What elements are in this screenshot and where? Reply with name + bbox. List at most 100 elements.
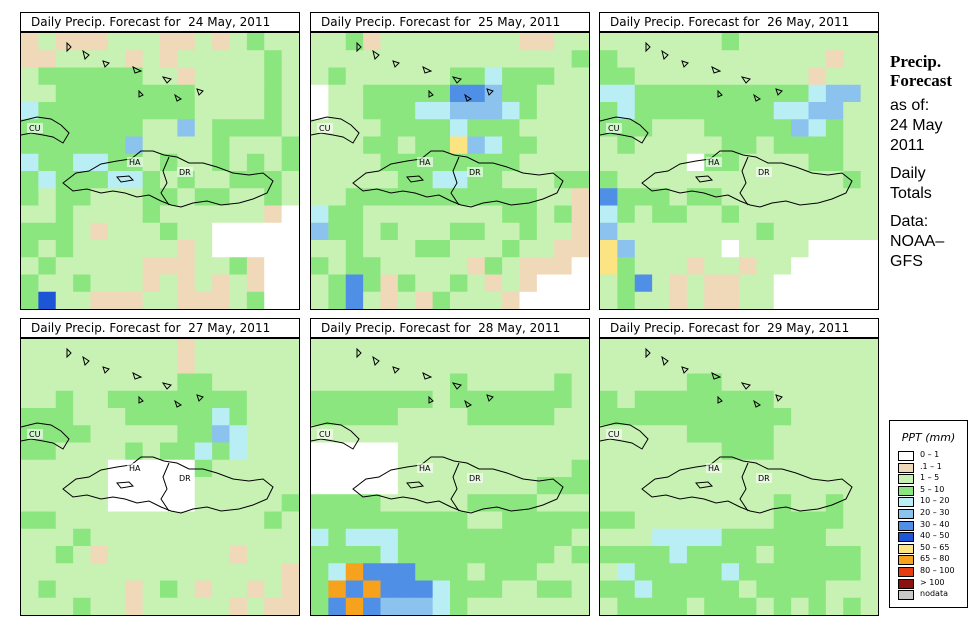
bahamas-island <box>717 89 723 98</box>
precip-cell <box>107 597 126 615</box>
precip-cell <box>142 546 161 564</box>
precip-cell <box>160 546 178 564</box>
precip-cell <box>843 240 862 258</box>
precip-cell <box>328 291 347 309</box>
precip-cell <box>536 339 555 357</box>
precip-cell <box>363 171 382 189</box>
precip-cell <box>38 188 57 207</box>
precip-cell <box>600 188 618 207</box>
precip-cell <box>467 50 486 69</box>
precip-cell <box>652 274 671 293</box>
precip-cell <box>843 119 862 138</box>
precip-cell <box>502 425 521 444</box>
precip-cell <box>73 597 92 615</box>
precip-cell <box>843 153 862 172</box>
precip-cell <box>536 222 555 241</box>
precip-cell <box>704 390 723 409</box>
precip-cell <box>825 356 844 375</box>
precip-cell <box>328 373 347 392</box>
precip-cell <box>38 580 57 599</box>
precip-cell <box>311 222 329 241</box>
precip-cell <box>281 528 299 547</box>
precip-cell <box>721 408 740 426</box>
precip-cell <box>73 33 92 51</box>
precip-cell <box>229 546 248 564</box>
precip-cell <box>177 240 196 258</box>
precip-cell <box>38 222 57 241</box>
country-label-ha: HA <box>706 157 722 167</box>
precip-cell <box>380 425 399 444</box>
precip-cell <box>281 339 299 357</box>
precip-cell <box>363 390 382 409</box>
precip-cell <box>90 257 109 276</box>
precip-cell <box>194 580 213 599</box>
precip-cell <box>773 50 792 69</box>
precip-cell <box>212 408 231 426</box>
precip-cell <box>380 84 399 103</box>
precip-cell <box>571 205 589 224</box>
precip-cell <box>160 563 178 582</box>
precip-cell <box>669 67 688 86</box>
precip-cell <box>160 511 178 530</box>
precip-cell <box>177 188 196 207</box>
precip-cell <box>160 442 178 461</box>
precip-cell <box>536 119 555 138</box>
precip-cell <box>843 33 862 51</box>
precip-cell <box>246 459 265 478</box>
precip-cell <box>554 563 573 582</box>
precip-cell <box>264 494 283 513</box>
precip-cell <box>825 373 844 392</box>
precip-cell <box>843 528 862 547</box>
precip-cell <box>739 356 757 375</box>
precip-cell <box>363 459 382 478</box>
precip-cell <box>107 119 126 138</box>
precip-cell <box>380 477 399 495</box>
precip-cell <box>397 171 416 189</box>
precip-cell <box>467 580 486 599</box>
precip-cell <box>808 136 827 155</box>
precip-cell <box>484 442 503 461</box>
precip-cell <box>21 390 39 409</box>
precip-cell <box>345 102 364 120</box>
precip-cell <box>345 546 364 564</box>
hispaniola-coastline <box>352 150 564 208</box>
precip-cell <box>397 546 416 564</box>
precip-cell <box>363 356 382 375</box>
precip-cell <box>246 136 265 155</box>
precip-cell <box>502 563 521 582</box>
precip-cell <box>519 580 538 599</box>
country-label-dr: DR <box>756 473 772 483</box>
precip-cell <box>860 494 878 513</box>
precip-cell <box>363 408 382 426</box>
precip-cell <box>721 390 740 409</box>
precip-cell <box>721 291 740 309</box>
precip-cell <box>246 511 265 530</box>
precip-cell <box>160 390 178 409</box>
precip-cell <box>536 494 555 513</box>
precip-cell <box>756 528 775 547</box>
precip-cell <box>756 563 775 582</box>
country-label-ha: HA <box>127 463 143 473</box>
precip-cell <box>773 136 792 155</box>
hispaniola-coastline <box>62 150 274 208</box>
precip-cell <box>756 205 775 224</box>
precip-cell <box>194 563 213 582</box>
precip-cell <box>363 153 382 172</box>
precip-cell <box>90 511 109 530</box>
precip-cell <box>281 102 299 120</box>
precip-cell <box>773 67 792 86</box>
precip-cell <box>502 188 521 207</box>
precip-cell <box>502 494 521 513</box>
precip-cell <box>160 528 178 547</box>
precip-cell <box>38 291 57 309</box>
precip-cell <box>484 222 503 241</box>
precip-cell <box>380 119 399 138</box>
precip-cell <box>791 291 810 309</box>
precip-cell <box>397 477 416 495</box>
precip-cell <box>415 102 434 120</box>
precip-cell <box>860 528 878 547</box>
precip-cell <box>177 84 196 103</box>
precip-cell <box>281 205 299 224</box>
precip-cell <box>38 563 57 582</box>
precip-cell <box>415 291 434 309</box>
